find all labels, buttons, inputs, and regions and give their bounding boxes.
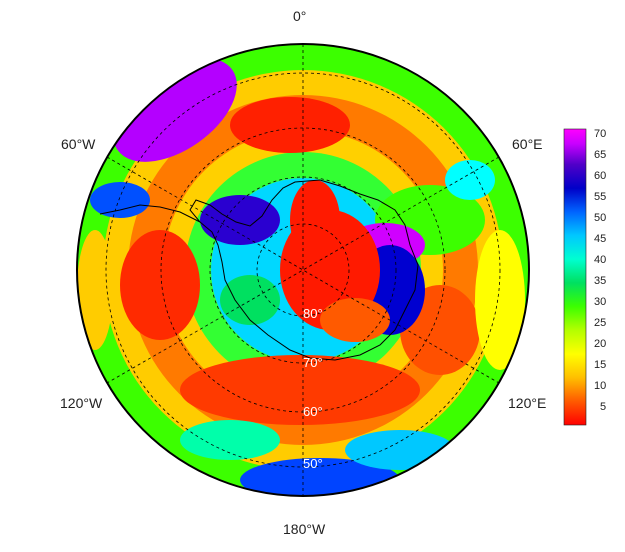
colorbar-tick: 50	[594, 212, 607, 224]
colorbar-tick: 65	[594, 149, 607, 161]
lat-label-60: 60°	[303, 404, 323, 419]
lat-label-80: 80°	[303, 306, 323, 321]
colorbar-tick: 20	[594, 338, 607, 350]
colorbar	[563, 128, 587, 426]
data-field	[77, 44, 529, 496]
colorbar-tick: 25	[594, 317, 607, 329]
lat-label-70: 70°	[303, 355, 323, 370]
colorbar-tick: 15	[594, 359, 607, 371]
colorbar-tick: 40	[594, 254, 607, 266]
colorbar-tick: 70	[594, 128, 607, 140]
lon-label-120w: 120°W	[60, 395, 103, 411]
lon-label-60w: 60°W	[61, 136, 96, 152]
lon-label-120e: 120°E	[508, 395, 547, 411]
colorbar-tick: 5	[600, 401, 607, 413]
colorbar-tick: 60	[594, 170, 607, 182]
colorbar-tick: 30	[594, 296, 607, 308]
colorbar-tick: 10	[594, 380, 607, 392]
colorbar-tick: 55	[594, 191, 607, 203]
colorbar-tick: 45	[594, 233, 607, 245]
lon-label-180w: 180°W	[283, 521, 326, 537]
graticule	[105, 44, 501, 496]
lat-label-50: 50°	[303, 456, 323, 471]
map-border	[76, 43, 530, 497]
antarctic-peninsula	[99, 204, 201, 223]
lon-label-60e: 60°E	[512, 136, 543, 152]
colorbar-tick: 35	[594, 275, 607, 287]
lon-label-0: 0°	[293, 8, 307, 24]
